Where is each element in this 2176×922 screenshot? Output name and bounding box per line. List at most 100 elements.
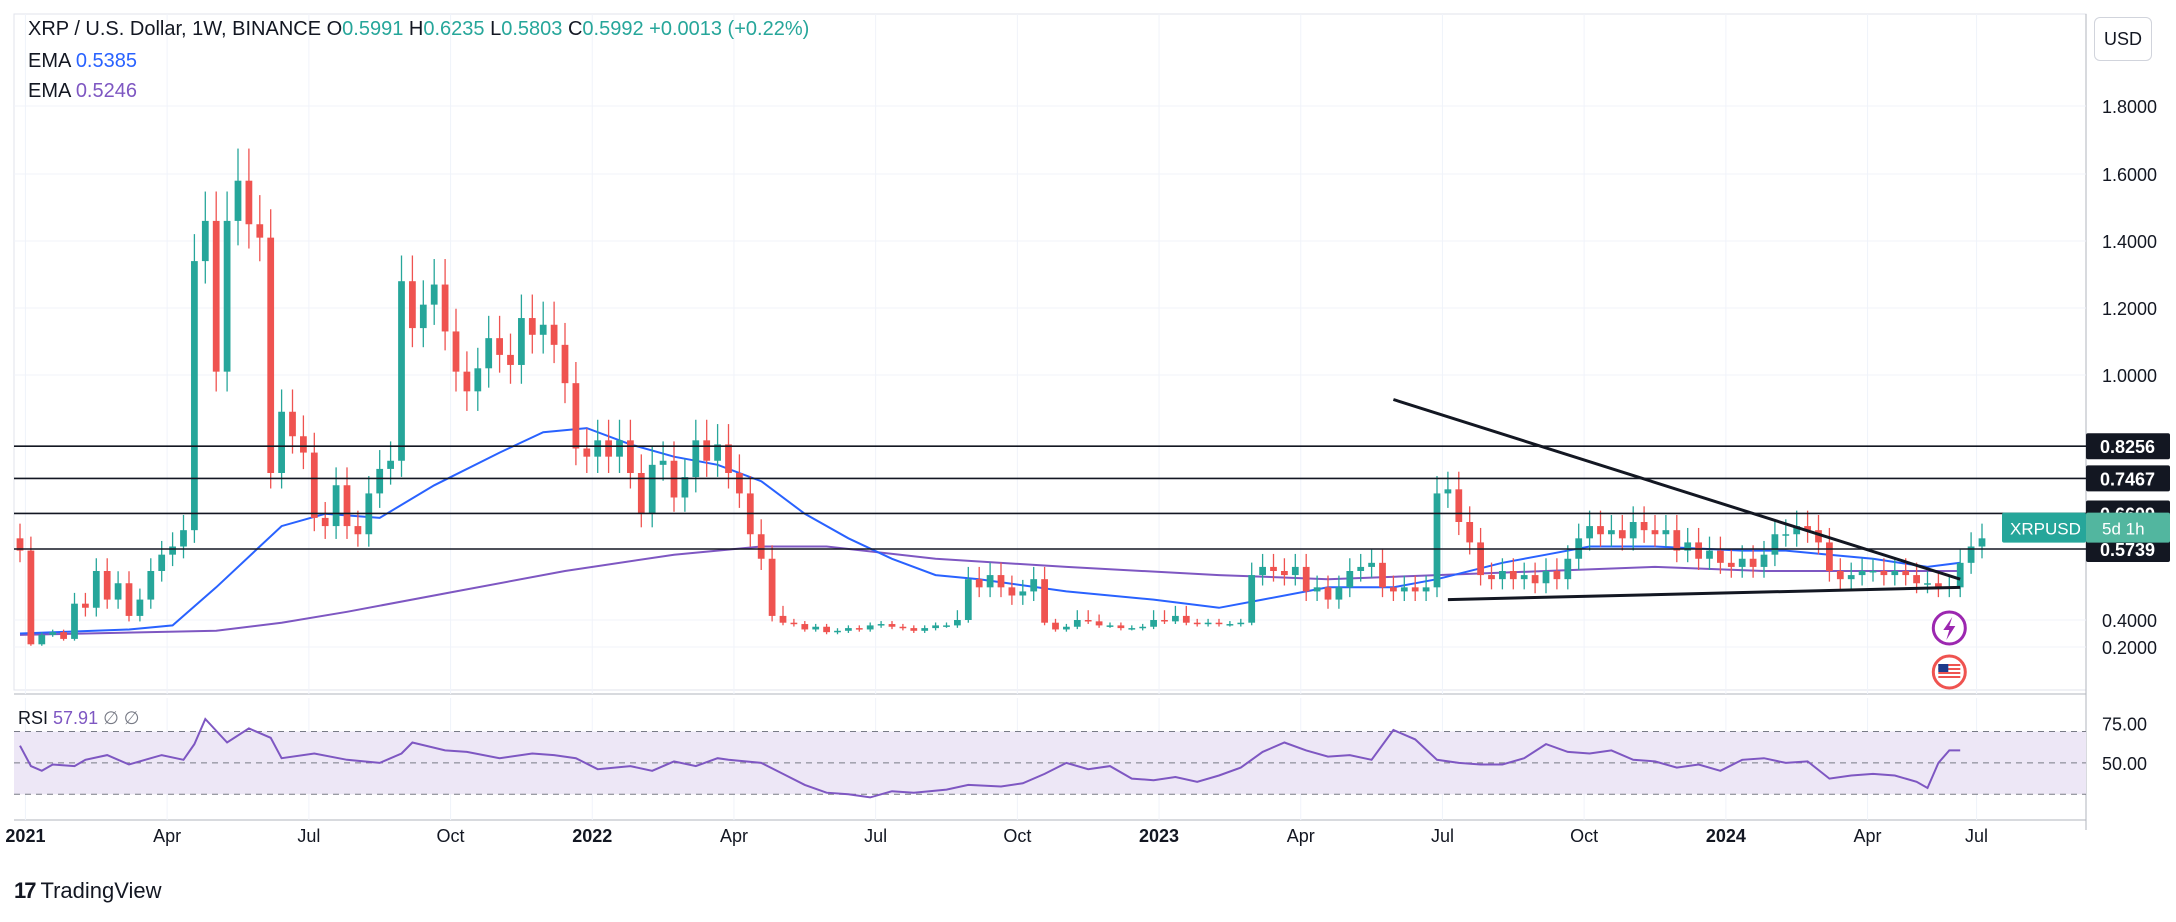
flag-stripe [1938, 676, 1961, 678]
candle-body [1139, 626, 1147, 629]
ema-fast-value: 0.5385 [75, 50, 137, 72]
candle-body [648, 464, 656, 514]
candle-body [507, 354, 514, 365]
candle-body [82, 603, 89, 608]
candle-body [71, 603, 78, 639]
candle-body [986, 575, 994, 588]
candle-body [1760, 554, 1768, 567]
candle-body [267, 237, 275, 473]
candle-body [1836, 571, 1844, 580]
x-tick-label: Apr [153, 826, 181, 846]
candle-body [1924, 583, 1931, 585]
tradingview-wordmark: TradingView [40, 878, 162, 903]
candle-body [1706, 550, 1713, 559]
x-tick-label: Jul [864, 826, 887, 846]
rsi-legend[interactable]: RSI 57.91 ∅ ∅ [18, 708, 139, 729]
candle-body [1509, 571, 1517, 580]
candle-body [637, 473, 645, 514]
x-tick-label: Apr [1854, 826, 1882, 846]
candle-body [659, 460, 667, 465]
trendline-resistance [1392, 398, 1961, 581]
symbol-tag-label: XRPUSD [2010, 520, 2081, 539]
candle-body [430, 284, 438, 305]
candle-body [899, 626, 907, 629]
candle-body [1847, 575, 1855, 580]
x-tick-label: Jul [1965, 826, 1988, 846]
candle-body [1226, 624, 1234, 626]
candle-body [572, 383, 580, 449]
candle-body [1422, 587, 1430, 592]
rsi-value: 57.91 [53, 708, 99, 728]
candle-body [812, 626, 820, 630]
x-tick-label: Oct [437, 826, 465, 846]
candle-body [1172, 615, 1179, 622]
candle-body [943, 625, 950, 627]
symbol-title[interactable]: XRP / U.S. Dollar, 1W, BINANCE [28, 18, 322, 40]
candle-body [1891, 571, 1899, 576]
rsi-extra: ∅ ∅ [103, 708, 140, 728]
candle-body [703, 440, 711, 461]
ema-slow-value: 0.5246 [75, 80, 137, 102]
candle-body [1237, 622, 1245, 625]
candle-body [1182, 615, 1190, 623]
candle-body [1793, 526, 1801, 535]
candle-body [736, 473, 743, 494]
candle-body [354, 526, 362, 535]
candle-body [594, 440, 602, 457]
tradingview-logo[interactable]: 17 TradingView [14, 878, 162, 904]
event-icons[interactable] [1931, 610, 1967, 690]
candle-body [1161, 620, 1168, 622]
candle-body [343, 485, 351, 527]
axes: 1.8000 1.6000 1.4000 1.2000 1.0000 0.4000 0.20… [5, 97, 2157, 846]
candle-body [1826, 542, 1833, 571]
candle-body [398, 281, 405, 461]
candle-body [1651, 530, 1659, 535]
candle-body [834, 630, 841, 633]
rsi-line [19, 717, 1961, 799]
candle-body [1978, 538, 1986, 547]
y-tick-label: 1.6000 [2102, 165, 2157, 185]
candle-body [496, 338, 503, 355]
candle-body [1150, 620, 1157, 627]
candle-body [1357, 566, 1365, 571]
horizontal-levels [14, 445, 2086, 550]
open-value: 0.5991 [342, 18, 404, 40]
candle-body [289, 411, 296, 437]
currency-button[interactable]: USD [2094, 17, 2152, 61]
ema-slow-line [19, 545, 1961, 636]
candle-body [256, 224, 264, 238]
candle-body [332, 485, 340, 527]
candle-body [1673, 530, 1681, 551]
x-tick-label: Oct [1570, 826, 1598, 846]
candle-body [1052, 622, 1059, 630]
symbol-tag-bg [2002, 512, 2086, 543]
candle-body [103, 571, 111, 600]
candle-body [1684, 542, 1692, 551]
candle-body [714, 444, 721, 461]
candle-body [1291, 566, 1299, 576]
candle-body [1782, 534, 1790, 536]
candle-body [725, 444, 732, 473]
candle-body [583, 448, 591, 457]
ema-fast-legend[interactable]: EMA 0.5385 [28, 50, 137, 73]
candle-body [1597, 526, 1604, 535]
candle-body [1204, 622, 1212, 625]
candle-body [1379, 562, 1386, 588]
candle-body [550, 324, 558, 345]
candle-body [888, 624, 896, 627]
candle-body [245, 180, 253, 225]
x-tick-label: Apr [1287, 826, 1315, 846]
x-tick-label: 2021 [5, 826, 45, 846]
level-tag [2086, 465, 2170, 492]
candle-body [1106, 625, 1114, 627]
candle-body [539, 324, 547, 335]
candle-body [1248, 575, 1256, 623]
ema-slow-legend[interactable]: EMA 0.5246 [28, 80, 137, 103]
candle-body [1913, 575, 1920, 584]
candle-body [877, 624, 885, 626]
candle-body [1030, 579, 1038, 592]
candle-body [1815, 530, 1822, 543]
candle-body [1281, 571, 1288, 576]
candle-body [1608, 530, 1615, 535]
